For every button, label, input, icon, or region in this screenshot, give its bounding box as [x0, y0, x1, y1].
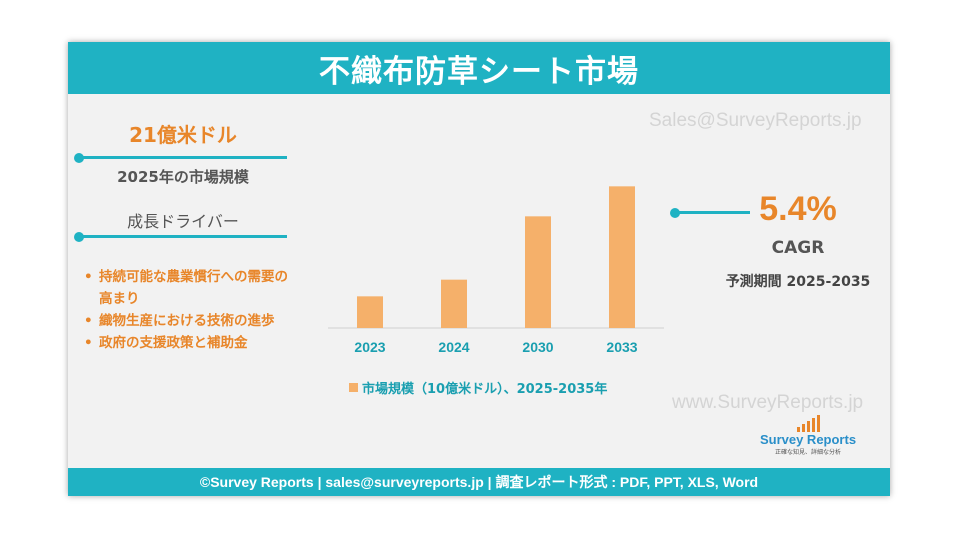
list-item: • 織物生産における技術の進歩 — [82, 310, 297, 332]
divider-line — [674, 211, 750, 214]
logo-bars-icon — [743, 414, 873, 432]
footer-bar: ©Survey Reports | sales@surveyreports.jp… — [68, 468, 890, 496]
divider-line — [78, 235, 287, 238]
logo-tagline: 正確な知見、詳細な分析 — [774, 449, 841, 456]
title-bar: 不織布防草シート市場 — [68, 42, 890, 94]
bar-2033 — [609, 186, 635, 328]
cagr-value: 5.4% — [759, 190, 837, 228]
market-size-value: 21億米ドル — [129, 123, 237, 147]
bar-chart: 2023 2024 2030 2033 — [328, 186, 664, 355]
divider-line — [78, 156, 287, 159]
footer-text: ©Survey Reports | sales@surveyreports.jp… — [199, 474, 759, 490]
page-title: 不織布防草シート市場 — [319, 53, 639, 90]
list-item: • 持続可能な農業慣行への需要の高まり — [82, 266, 297, 310]
bar-2023 — [357, 296, 383, 328]
legend-swatch — [349, 383, 358, 392]
market-size-caption: 2025年の市場規模 — [117, 168, 249, 186]
bullet-icon: • — [84, 269, 93, 285]
x-tick-label: 2023 — [354, 339, 385, 355]
website-watermark: www.SurveyReports.jp — [672, 392, 864, 413]
growth-drivers-list: • 持続可能な農業慣行への需要の高まり • 織物生産における技術の進歩 • 政府の支援… — [82, 266, 297, 354]
chart-legend: 市場規模（10億米ドル）、2025-2035年 — [349, 378, 607, 397]
cagr-label: CAGR — [771, 238, 825, 258]
bullet-icon: • — [84, 313, 93, 329]
logo-name: Survey Reports — [759, 432, 857, 447]
email-watermark: Sales@SurveyReports.jp — [649, 110, 862, 131]
x-tick-label: 2030 — [522, 339, 553, 355]
bar-2030 — [525, 216, 551, 328]
list-item: • 政府の支援政策と補助金 — [82, 332, 297, 354]
company-logo: Survey Reports 正確な知見、詳細な分析 — [743, 414, 873, 456]
bullet-icon: • — [84, 335, 93, 351]
x-tick-label: 2033 — [606, 339, 637, 355]
forecast-period: 予測期間 2025-2035 — [725, 274, 871, 290]
legend-label: 市場規模（10億米ドル）、2025-2035年 — [362, 382, 608, 397]
x-tick-label: 2024 — [438, 339, 469, 355]
infographic-card: 不織布防草シート市場 Sales@SurveyReports.jp www.Su… — [68, 42, 890, 496]
growth-drivers-title: 成長ドライバー — [127, 212, 239, 231]
bar-2024 — [441, 279, 467, 328]
